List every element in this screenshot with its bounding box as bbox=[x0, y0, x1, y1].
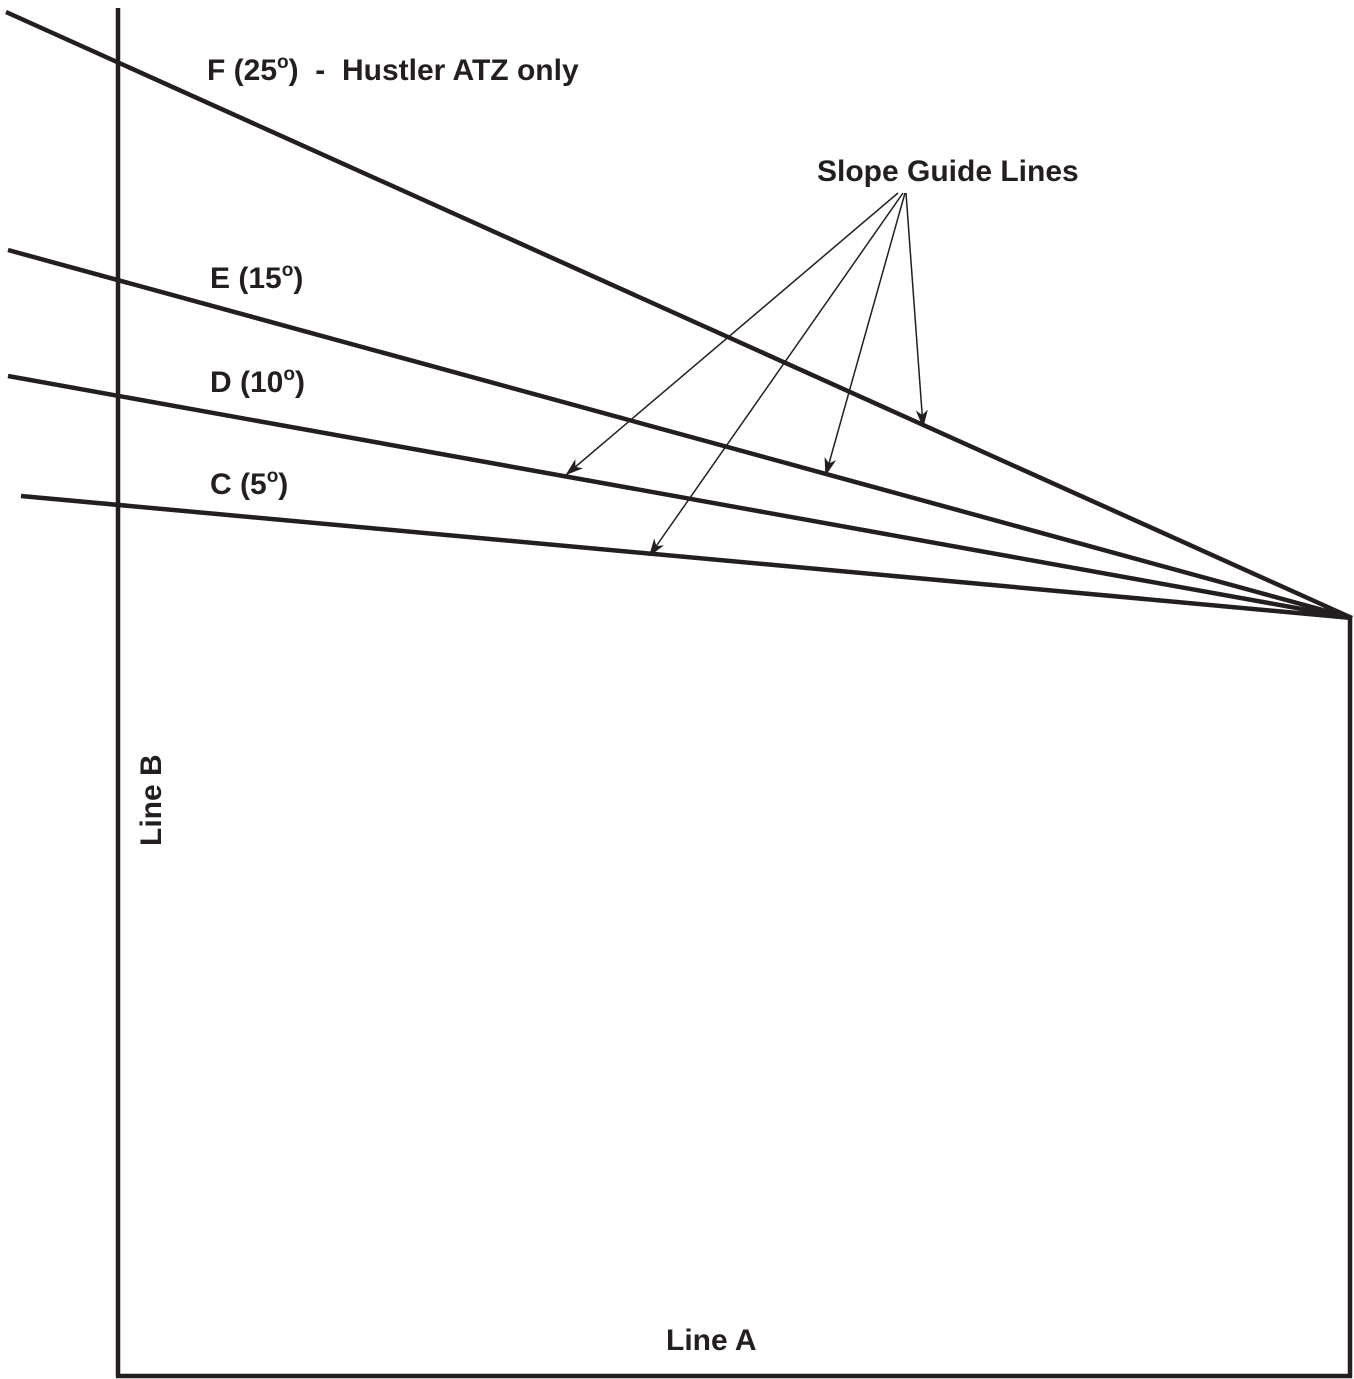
slope-line-c bbox=[20, 493, 1353, 621]
label-line-b: Line B bbox=[135, 754, 168, 846]
slope-line-f bbox=[5, 9, 1353, 621]
slope-line-e bbox=[7, 247, 1353, 621]
label-slope-guide-lines: Slope Guide Lines bbox=[817, 155, 1079, 188]
callout-arrow-to-e bbox=[824, 192, 906, 476]
slope-line-d bbox=[7, 373, 1353, 621]
label-line-c: C (5o) bbox=[210, 466, 288, 501]
label-line-a: Line A bbox=[666, 1324, 757, 1357]
label-line-d: D (10o) bbox=[210, 364, 305, 399]
label-line-e: E (15o) bbox=[210, 260, 303, 295]
callout-arrow-to-f bbox=[905, 192, 928, 428]
label-line-f: F (25o) - Hustler ATZ only bbox=[207, 52, 579, 87]
callout-arrow-to-c bbox=[648, 192, 904, 557]
callout-arrow-to-d bbox=[565, 192, 899, 476]
